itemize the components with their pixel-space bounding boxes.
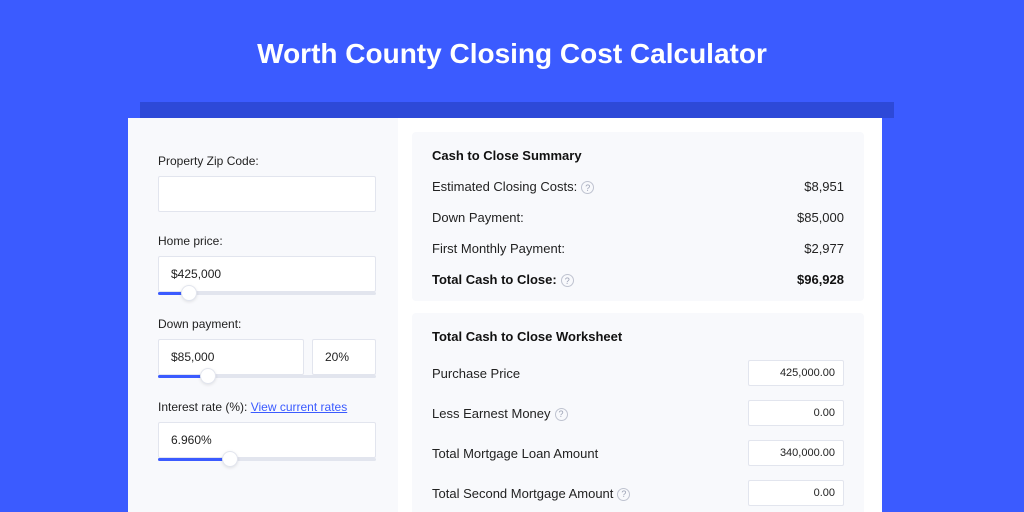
down-payment-label: Down payment: (158, 317, 376, 331)
summary-row: Estimated Closing Costs:? $8,951 (432, 179, 844, 194)
down-payment-slider[interactable] (158, 339, 376, 378)
zip-input[interactable] (158, 176, 376, 212)
worksheet-row-input[interactable] (748, 400, 844, 426)
view-rates-link[interactable]: View current rates (251, 400, 348, 414)
worksheet-row-label: Total Second Mortgage Amount? (432, 486, 630, 501)
summary-row-label: Down Payment: (432, 210, 524, 225)
interest-thumb[interactable] (222, 451, 238, 467)
worksheet-row: Less Earnest Money? (432, 400, 844, 426)
interest-track (158, 458, 376, 461)
summary-card: Cash to Close Summary Estimated Closing … (412, 132, 864, 301)
summary-row: First Monthly Payment: $2,977 (432, 241, 844, 256)
worksheet-card: Total Cash to Close Worksheet Purchase P… (412, 313, 864, 512)
page-background: Worth County Closing Cost Calculator Pro… (0, 0, 1024, 512)
zip-group: Property Zip Code: (158, 154, 376, 212)
help-icon[interactable]: ? (555, 408, 568, 421)
worksheet-row-input[interactable] (748, 480, 844, 506)
down-payment-pct-input[interactable] (312, 339, 376, 375)
worksheet-row-input[interactable] (748, 440, 844, 466)
summary-row-value: $8,951 (804, 179, 844, 194)
summary-title: Cash to Close Summary (432, 148, 844, 163)
summary-row: Total Cash to Close:? $96,928 (432, 272, 844, 287)
interest-label: Interest rate (%): View current rates (158, 400, 376, 414)
summary-row-label: Estimated Closing Costs:? (432, 179, 594, 194)
interest-fill (158, 458, 230, 461)
home-price-slider[interactable] (158, 256, 376, 295)
interest-input[interactable] (158, 422, 376, 458)
worksheet-row: Total Second Mortgage Amount? (432, 480, 844, 506)
summary-row: Down Payment: $85,000 (432, 210, 844, 225)
home-price-label: Home price: (158, 234, 376, 248)
interest-slider[interactable] (158, 422, 376, 461)
worksheet-row: Total Mortgage Loan Amount (432, 440, 844, 466)
home-price-thumb[interactable] (181, 285, 197, 301)
worksheet-row: Purchase Price (432, 360, 844, 386)
down-payment-track (158, 375, 376, 378)
worksheet-row-label: Less Earnest Money? (432, 406, 568, 421)
interest-label-text: Interest rate (%): (158, 400, 247, 414)
panel-shadow (140, 102, 894, 118)
summary-row-label: Total Cash to Close:? (432, 272, 574, 287)
down-payment-thumb[interactable] (200, 368, 216, 384)
interest-group: Interest rate (%): View current rates (158, 400, 376, 461)
page-title: Worth County Closing Cost Calculator (0, 0, 1024, 70)
summary-row-value: $96,928 (797, 272, 844, 287)
worksheet-title: Total Cash to Close Worksheet (432, 329, 844, 344)
down-payment-input[interactable] (158, 339, 304, 375)
summary-row-value: $85,000 (797, 210, 844, 225)
worksheet-rows: Purchase Price Less Earnest Money? Total M… (432, 360, 844, 506)
help-icon[interactable]: ? (581, 181, 594, 194)
results-area: Cash to Close Summary Estimated Closing … (398, 118, 882, 512)
worksheet-row-label: Total Mortgage Loan Amount (432, 446, 598, 461)
summary-row-value: $2,977 (804, 241, 844, 256)
inputs-sidebar: Property Zip Code: Home price: Down paym… (128, 118, 398, 512)
summary-row-label: First Monthly Payment: (432, 241, 565, 256)
summary-rows: Estimated Closing Costs:? $8,951 Down Paym… (432, 179, 844, 287)
calculator-panel: Property Zip Code: Home price: Down paym… (128, 118, 882, 512)
worksheet-row-label: Purchase Price (432, 366, 520, 381)
home-price-track (158, 292, 376, 295)
zip-label: Property Zip Code: (158, 154, 376, 168)
home-price-group: Home price: (158, 234, 376, 295)
down-payment-group: Down payment: (158, 317, 376, 378)
help-icon[interactable]: ? (617, 488, 630, 501)
worksheet-row-input[interactable] (748, 360, 844, 386)
help-icon[interactable]: ? (561, 274, 574, 287)
